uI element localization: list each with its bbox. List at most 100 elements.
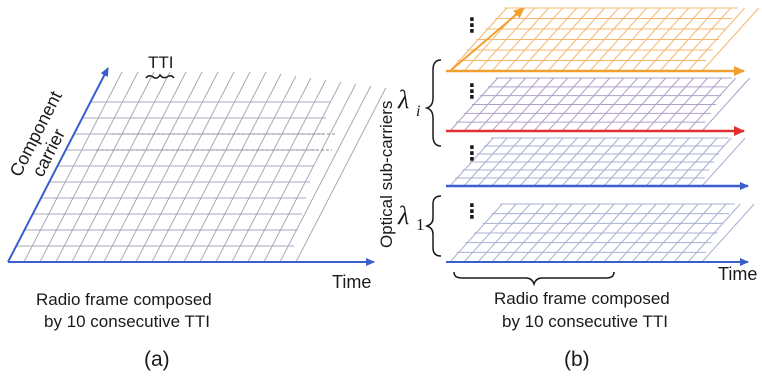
panel-b-layer-col [533,77,583,132]
panel-b-layer-col [561,7,620,72]
panel-a-tti-line [71,71,171,263]
panel-b-layer-col [673,137,718,187]
panel-b-layer-col [561,77,611,132]
panel-b-layer-col [505,137,550,187]
panel-b-layer-col [701,203,755,263]
panel-b-layer-col [589,7,648,72]
panel-b-layer-col [603,7,662,72]
panel-b-ellipsis-4: ⋮ [462,199,482,223]
panel-b-ellipsis-3: ⋮ [462,141,482,165]
panel-b-layer-col [575,203,629,263]
panel-b-ellipsis-top: ⋮ [462,13,482,37]
panel-a-tti-line [231,79,327,263]
panel-b-layer-col [477,137,522,187]
panel-b-layer-col [673,203,727,263]
panel-b-layer-col [477,7,536,72]
panel-b-layer-col [603,77,653,132]
panel-b-layer-col [687,203,741,263]
panel-b-layer-col [505,7,564,72]
panel-b-layer-col [533,203,587,263]
panel-b-layer-col [477,77,527,132]
panel-b-caption-line1: Radio frame composed [494,289,670,308]
panel-a-x-axis-label: Time [332,272,371,292]
panel-a-tti-line [119,71,219,263]
panel-b-layer-col [463,77,513,132]
panel-b-layer-col [491,7,550,72]
panel-b-layer-col [645,137,690,187]
panel-a-tti-line [135,71,235,263]
panel-b-layer-col [659,7,718,72]
panel-a-grid [16,71,387,263]
panel-b-layer-col [603,137,648,187]
panel-b-lambda-i: λ [397,85,409,114]
panel-b-layer-col [701,7,760,72]
panel-b-layer-col [645,77,695,132]
panel-b-layer-col [603,203,657,263]
panel-b-layer-col [589,77,639,132]
panel-b-layer-col [659,137,704,187]
panel-b-lambda-i-subscript: i [416,103,420,120]
panel-b-layer-col [617,77,667,132]
panel-a-tti-line [199,75,297,263]
panel-b-top-diagonal-arrow [449,7,525,72]
panel-b-layer-col [463,137,508,187]
panel-a-tti-line [295,87,387,263]
panel-b-layer-col [477,203,531,263]
panel-b-layer-col [519,77,569,132]
panel-a-tti-line [39,71,139,263]
panel-b-layer-col [687,7,746,72]
panel-b-frame-brace [453,271,615,287]
panel-b-layer-col [617,203,671,263]
panel-b-layer-col [701,77,751,132]
panel-b-layer-col [645,7,704,72]
panel-b-layer-col [533,137,578,187]
panel-b-layer-col [575,77,625,132]
panel-b-layer-col [589,203,643,263]
panel-b-layer-col [631,203,685,263]
panel-b-layer-col [561,203,615,263]
panel-b-layers [448,7,760,263]
panel-b-layer-col [463,203,517,263]
panel-b-layer-col [631,77,681,132]
panel-b-layer-col [687,77,737,132]
panel-b-label: (b) [564,348,590,371]
panel-b: ⋮ ⋮ ⋮ ⋮ λ i λ 1 Optical sub-carriers Tim… [377,7,760,371]
panel-b-layer-col [617,137,662,187]
panel-b-y-axis-label: Optical sub-carriers [377,101,396,248]
panel-b-layer-col [659,203,713,263]
panel-b-layer-col [631,137,676,187]
panel-b-layer-col [589,137,634,187]
panel-b-layer-col [449,7,508,72]
panel-b-layer-col [449,77,499,132]
panel-b-layer-col [505,77,555,132]
panel-b-layer-col [547,137,592,187]
panel-b-layer-col [491,137,536,187]
panel-a-tti-line [279,85,372,263]
panel-a-caption-line1: Radio frame composed [36,290,212,309]
panel-b-x-axis-label: Time [718,264,757,284]
panel-b-layer-col [547,203,601,263]
panel-b-lambda-i-brace [424,59,442,147]
panel-b-layer-col [547,7,606,72]
panel-a-tti-line [103,71,203,263]
panel-b-layer-col [491,203,545,263]
panel-b-layer-col [491,77,541,132]
panel-a-caption-line2: by 10 consecutive TTI [44,312,210,331]
panel-a-tti-label: TTI [148,53,174,72]
panel-b-layer-col [449,203,503,263]
panel-b-layer-col [645,203,699,263]
panel-b-caption-line2: by 10 consecutive TTI [502,312,668,331]
panel-a-tti-line [215,77,312,263]
panel-b-lambda-1-subscript: 1 [416,215,425,234]
panel-a-tti-line [55,71,155,263]
panel-b-layer-col [519,7,578,72]
panel-b-layer-col [449,137,494,187]
panel-a-label: (a) [144,348,170,371]
panel-b-layer-col [533,7,592,72]
panel-b-layer-col [673,77,723,132]
panel-b-layer-col [631,7,690,72]
panel-a-tti-line [183,73,282,263]
panel-a-tti-line [87,71,187,263]
panel-a-tti-brace [145,73,175,79]
